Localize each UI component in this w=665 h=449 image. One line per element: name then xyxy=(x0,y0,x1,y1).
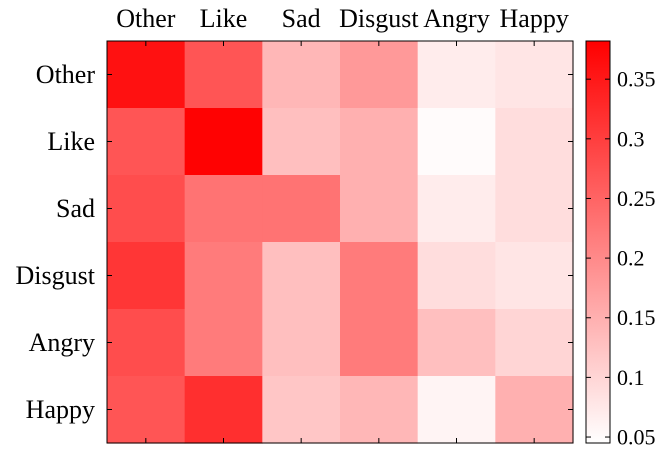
heatmap-cell-like-disgust xyxy=(340,108,419,176)
y-tick-label: Angry xyxy=(29,328,95,357)
heatmap-cell-other-disgust xyxy=(340,41,419,109)
colorbar: 0.05 0.1 0.15 0.2 0.25 0.3 0.35 xyxy=(585,40,656,449)
heatmap-cell-other-happy xyxy=(495,41,574,109)
heatmap-cell-like-other xyxy=(107,108,186,176)
x-tick-label: Angry xyxy=(423,4,489,33)
colorbar-tick-label: 0.3 xyxy=(617,126,645,151)
heatmap-cell-angry-like xyxy=(184,309,263,377)
heatmap-cell-angry-sad xyxy=(262,309,341,377)
heatmap-cell-sad-happy xyxy=(495,175,574,243)
heatmap-cells xyxy=(107,41,574,444)
heatmap-cell-like-happy xyxy=(495,108,574,176)
y-tick-label: Disgust xyxy=(16,261,96,290)
heatmap-cell-happy-like xyxy=(184,376,263,444)
heatmap-cell-sad-other xyxy=(107,175,186,243)
y-axis-labels: Other Like Sad Disgust Angry Happy xyxy=(16,60,96,424)
heatmap-cell-other-sad xyxy=(262,41,341,109)
plot-frame-ticks xyxy=(107,41,573,443)
heatmap-cell-sad-like xyxy=(184,175,263,243)
heatmap-cell-like-sad xyxy=(262,108,341,176)
colorbar-gradient xyxy=(585,40,611,444)
heatmap-cell-disgust-like xyxy=(184,242,263,310)
heatmap-cell-angry-happy xyxy=(495,309,574,377)
x-tick-label: Happy xyxy=(500,4,569,33)
heatmap-cell-sad-sad xyxy=(262,175,341,243)
heatmap-cell-like-like xyxy=(184,108,263,176)
heatmap-cell-sad-disgust xyxy=(340,175,419,243)
colorbar-tick-label: 0.15 xyxy=(617,305,656,330)
colorbar-tick-label: 0.35 xyxy=(617,67,656,92)
heatmap-cell-happy-sad xyxy=(262,376,341,444)
y-tick-label: Other xyxy=(36,60,96,89)
heatmap-cell-disgust-happy xyxy=(495,242,574,310)
colorbar-tick-label: 0.05 xyxy=(617,425,656,449)
y-tick-label: Happy xyxy=(26,395,95,424)
plot-frame xyxy=(106,40,574,444)
heatmap-cell-happy-happy xyxy=(495,376,574,444)
y-tick-label: Sad xyxy=(56,194,95,223)
x-tick-label: Other xyxy=(116,4,176,33)
heatmap-cell-angry-angry xyxy=(417,309,496,377)
heatmap-cell-happy-other xyxy=(107,376,186,444)
y-tick-label: Like xyxy=(47,127,95,156)
heatmap-cell-sad-angry xyxy=(417,175,496,243)
x-tick-label: Like xyxy=(200,4,248,33)
x-tick-label: Sad xyxy=(282,4,321,33)
heatmap-cell-other-other xyxy=(107,41,186,109)
heatmap-cell-happy-disgust xyxy=(340,376,419,444)
colorbar-tick-label: 0.25 xyxy=(617,186,656,211)
heatmap-cell-happy-angry xyxy=(417,376,496,444)
heatmap-cell-disgust-sad xyxy=(262,242,341,310)
colorbar-tick-label: 0.2 xyxy=(617,246,645,271)
x-tick-label: Disgust xyxy=(339,4,419,33)
x-axis-labels: Other Like Sad Disgust Angry Happy xyxy=(116,4,569,33)
heatmap-cell-disgust-angry xyxy=(417,242,496,310)
heatmap-cell-disgust-other xyxy=(107,242,186,310)
heatmap-cell-angry-other xyxy=(107,309,186,377)
heatmap-cell-angry-disgust xyxy=(340,309,419,377)
heatmap-cell-like-angry xyxy=(417,108,496,176)
heatmap-cell-other-like xyxy=(184,41,263,109)
heatmap-cell-other-angry xyxy=(417,41,496,109)
heatmap-cell-disgust-disgust xyxy=(340,242,419,310)
colorbar-tick-label: 0.1 xyxy=(617,365,645,390)
